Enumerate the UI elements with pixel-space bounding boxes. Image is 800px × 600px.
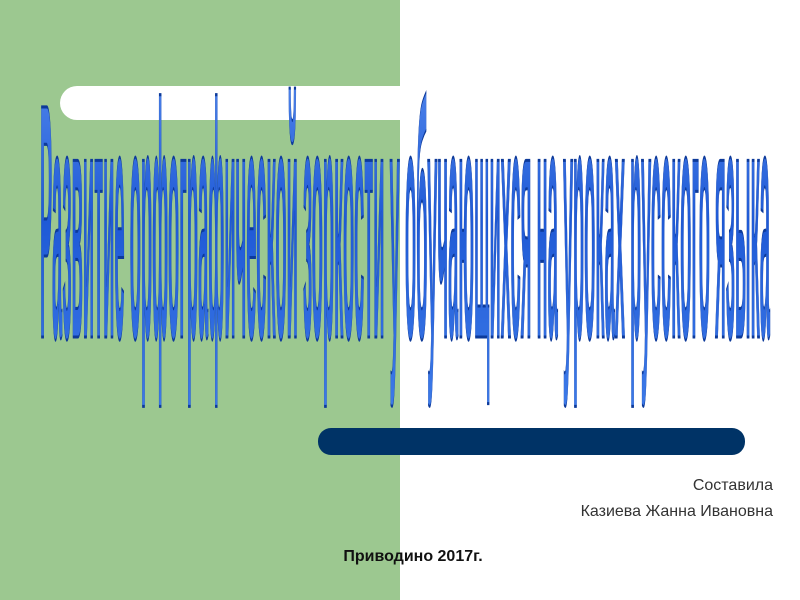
navy-bar — [318, 428, 745, 455]
slide-title: Развитие орфографической зоркости у обуч… — [40, 34, 770, 408]
author-name: Казиева Жанна Ивановна — [581, 503, 774, 520]
footer: Приводино 2017г. — [343, 548, 482, 565]
author-label: Составила — [693, 477, 773, 494]
white-bar — [60, 86, 772, 120]
